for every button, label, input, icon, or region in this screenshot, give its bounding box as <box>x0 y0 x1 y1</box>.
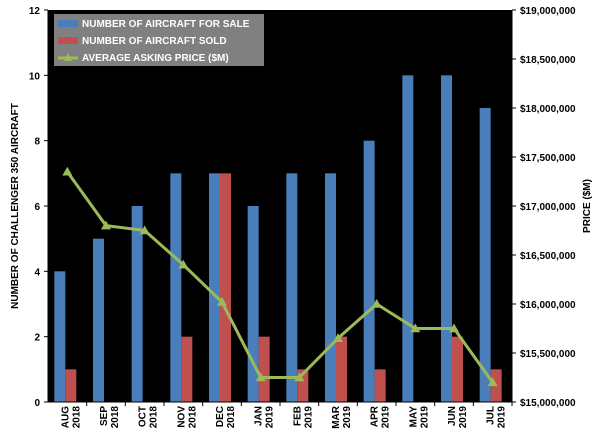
left-tick-label: 12 <box>29 6 41 17</box>
price-line <box>66 170 494 384</box>
x-tick-label-jun: JUN2019 <box>447 406 469 429</box>
x-tick-month: JAN <box>254 406 265 426</box>
x-tick-label-nov: NOV2018 <box>176 406 198 429</box>
price-marker-sep <box>101 220 111 230</box>
x-tick-label-oct: OCT2018 <box>138 406 160 429</box>
right-tick-label: $17,000,000 <box>520 202 576 213</box>
x-tick-label-dec: DEC2018 <box>215 406 237 429</box>
x-tick-month: DEC <box>215 406 226 427</box>
bar-for-sale-aug <box>54 271 66 402</box>
bar-for-sale-jun <box>441 75 452 402</box>
legend-swatch-1 <box>58 20 78 27</box>
price-marker-aug <box>62 166 73 176</box>
legend-label-2: NUMBER OF AIRCRAFT SOLD <box>82 36 227 47</box>
bar-sold-jun <box>452 336 463 402</box>
x-tick-label-sep: SEP2018 <box>99 406 121 429</box>
bar-for-sale-jul <box>479 108 491 402</box>
x-tick-month: FEB <box>292 406 303 426</box>
bar-for-sale-nov <box>170 173 182 402</box>
bar-sold-aug <box>65 369 77 402</box>
x-tick-year: 2019 <box>303 406 314 429</box>
left-tick-label: 6 <box>34 202 40 213</box>
x-tick-year: 2019 <box>381 406 392 429</box>
bar-for-sale-feb <box>286 173 298 402</box>
x-tick-month: JUL <box>486 406 497 425</box>
right-axis-title: PRICE ($M) <box>582 179 593 233</box>
x-tick-year: 2018 <box>187 406 198 429</box>
x-tick-label-jan: JAN2019 <box>254 406 276 429</box>
price-marker-may <box>410 323 421 333</box>
left-tick-label: 2 <box>34 333 40 344</box>
bar-for-sale-apr <box>363 140 375 402</box>
x-tick-label-feb: FEB2019 <box>292 406 314 429</box>
x-tick-month: SEP <box>99 406 110 426</box>
bar-for-sale-oct <box>131 206 143 402</box>
x-tick-month: OCT <box>138 406 149 427</box>
legend-label-3: AVERAGE ASKING PRICE ($M) <box>82 53 229 64</box>
price-marker-jul <box>487 377 498 387</box>
x-tick-month: JUN <box>447 406 458 426</box>
x-tick-month: NOV <box>176 406 187 428</box>
price-marker-nov <box>178 259 189 269</box>
price-marker-mar <box>333 333 343 343</box>
price-marker-dec <box>217 297 227 306</box>
right-tick-label: $16,500,000 <box>520 251 576 262</box>
bar-sold-jan <box>258 336 270 402</box>
right-tick-label: $15,000,000 <box>520 398 576 409</box>
left-tick-label: 4 <box>34 267 40 278</box>
right-tick-label: $15,500,000 <box>520 349 576 360</box>
left-tick-label: 0 <box>34 398 40 409</box>
x-tick-month: MAY <box>408 406 419 428</box>
x-tick-label-may: MAY2019 <box>408 406 430 429</box>
bar-sold-mar <box>336 336 347 402</box>
bar-for-sale-sep <box>93 238 104 402</box>
price-marker-jan <box>255 372 266 382</box>
x-tick-year: 2018 <box>149 406 160 429</box>
left-tick-label: 10 <box>29 71 41 82</box>
bar-sold-apr <box>374 369 386 402</box>
right-tick-label: $18,500,000 <box>520 55 576 66</box>
x-tick-month: AUG <box>60 406 71 428</box>
x-tick-month: APR <box>370 405 381 427</box>
price-marker-apr <box>371 299 382 308</box>
x-tick-year: 2019 <box>458 406 469 429</box>
left-axis-title: NUMBER OF CHALLENGER 350 AIRCRAFT <box>10 103 21 309</box>
x-tick-label-apr: APR2019 <box>370 405 392 428</box>
right-tick-label: $16,000,000 <box>520 300 576 311</box>
legend-swatch-2 <box>58 37 78 44</box>
bar-sold-feb <box>297 369 309 402</box>
right-tick-label: $19,000,000 <box>520 6 576 17</box>
bar-for-sale-dec <box>209 173 220 402</box>
x-tick-year: 2018 <box>110 406 121 429</box>
legend-box <box>54 14 264 66</box>
x-tick-year: 2019 <box>419 406 430 429</box>
x-tick-year: 2019 <box>342 406 353 429</box>
left-tick-label: 8 <box>34 137 40 148</box>
bar-for-sale-may <box>402 75 414 402</box>
x-tick-label-mar: MAR2019 <box>331 405 353 429</box>
x-tick-label-jul: JUL2019 <box>486 406 508 429</box>
right-tick-label: $17,500,000 <box>520 153 576 164</box>
right-tick-label: $18,000,000 <box>520 104 576 115</box>
price-marker-oct <box>139 225 150 235</box>
x-tick-year: 2018 <box>226 406 237 429</box>
bar-for-sale-jan <box>247 206 259 402</box>
price-marker-feb <box>294 372 305 382</box>
x-tick-year: 2019 <box>497 406 508 429</box>
bar-sold-dec <box>220 173 231 402</box>
price-marker-jun <box>449 323 459 333</box>
x-tick-month: MAR <box>331 405 342 429</box>
x-tick-label-aug: AUG2018 <box>60 406 82 429</box>
legend-label-1: NUMBER OF AIRCRAFT FOR SALE <box>82 19 250 30</box>
plot-area <box>48 10 512 402</box>
x-tick-year: 2019 <box>265 406 276 429</box>
legend-marker <box>64 53 72 61</box>
x-tick-year: 2018 <box>71 406 82 429</box>
bar-for-sale-mar <box>325 173 336 402</box>
bar-sold-nov <box>181 336 193 402</box>
